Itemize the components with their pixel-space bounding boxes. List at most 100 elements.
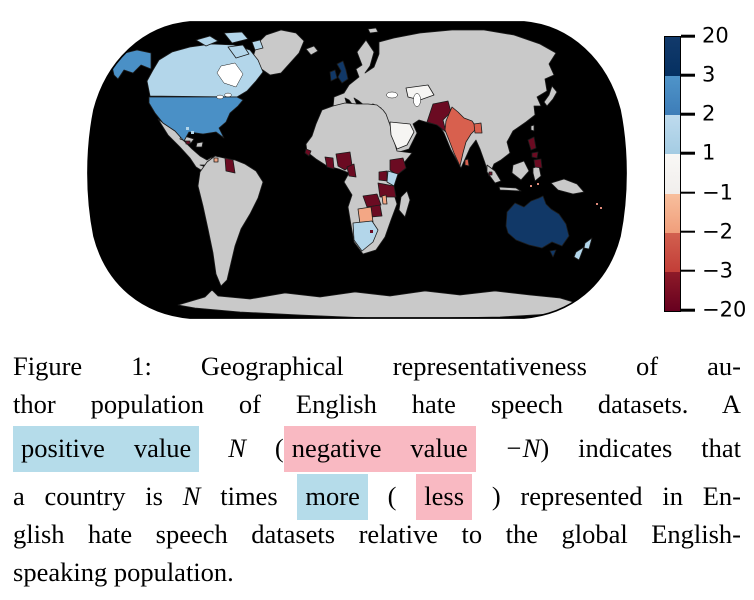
math-variable: N [182, 481, 201, 511]
caption-line-2: thor population of English hate speech d… [13, 385, 741, 423]
landmass-mexico-central-america [157, 118, 220, 178]
colorbar: 20 3 2 1 −1 −2 −3 −20 [664, 25, 754, 320]
country-cameroon [346, 163, 357, 178]
country-bangladesh [473, 122, 483, 134]
country-india [444, 106, 478, 167]
highlight-pink: less [416, 474, 473, 520]
landmass-africa [305, 102, 413, 255]
country-saudi-arabia [389, 121, 415, 150]
caption-line-5: glish hate speech datasets relative to t… [13, 515, 741, 553]
landmass-sumatra [486, 164, 502, 184]
hudson-bay [216, 62, 244, 88]
caption-text: Figure 1: Geographical representativenes… [13, 351, 741, 381]
landmass-greenland [252, 29, 305, 76]
colorbar-tick-label: 2 [702, 101, 716, 126]
landmass-java [498, 186, 522, 192]
colorbar-tick [681, 308, 695, 312]
black-sea [386, 91, 398, 99]
colorbar-segment-2-to-3 [665, 76, 680, 116]
landmass-madagascar [398, 190, 411, 218]
great-lakes [216, 94, 224, 100]
country-australia-tasmania [549, 249, 557, 258]
highlight-blue: more [297, 474, 368, 520]
colorbar-tick [681, 34, 695, 38]
colorbar-tick-label: 3 [702, 62, 716, 87]
country-south-africa [352, 220, 379, 252]
country-usa [148, 96, 244, 142]
caption-text [476, 433, 505, 463]
country-philippines [527, 136, 543, 169]
colorbar-tick [681, 191, 695, 194]
colorbar-tick [681, 269, 695, 273]
colorbar-tick-label: 1 [702, 140, 716, 165]
landmass-south-america [197, 155, 264, 287]
colorbar-segment-−2-to-−1 [665, 193, 680, 233]
highlight-blue: positive value [13, 426, 200, 472]
landmass-iceland [305, 45, 319, 56]
country-malawi [381, 194, 388, 205]
colorbar-tick [681, 112, 695, 116]
country-trinidad-and-tobago [213, 157, 219, 163]
caption-text: ) represented in En- [472, 481, 741, 511]
caption-text: a country is [13, 481, 183, 511]
colorbar-tick-label: −1 [702, 180, 733, 205]
country-guyana [224, 157, 236, 174]
figure-caption: Figure 1: Geographical representativenes… [13, 347, 741, 591]
caption-text: speaking population. [13, 557, 234, 587]
country-sierra-leone [304, 148, 312, 157]
caption-text: thor population of English hate speech d… [13, 389, 741, 419]
caption-line-3: positive value N (negative value −N) ind… [13, 426, 742, 472]
country-kazakhstan [405, 84, 435, 101]
country-ethiopia [389, 157, 407, 176]
colorbar-tick-label: 20 [702, 23, 729, 48]
caption-text: ( [245, 433, 284, 463]
colorbar-tick [681, 73, 695, 77]
caspian-sea [413, 93, 421, 107]
country-bahamas [186, 127, 194, 134]
country-jamaica [185, 140, 191, 145]
landmass-hispaniola [195, 141, 204, 148]
math-variable: −N [504, 433, 541, 463]
landmass-japan [543, 85, 558, 107]
country-canada-arctic-islands [195, 31, 264, 59]
highlight-pink: negative value [283, 426, 476, 472]
caption-line-6: speaking population. [13, 553, 741, 591]
country-tanzania [377, 182, 397, 198]
world-map [87, 21, 627, 319]
landmass-taiwan [530, 124, 535, 132]
colorbar-gradient [664, 36, 681, 312]
colorbar-tick [681, 152, 695, 155]
caption-text: glish hate speech datasets relative to t… [13, 519, 741, 549]
colorbar-segment-−1-to-1 [665, 154, 680, 194]
caption-text: times [200, 481, 298, 511]
country-zambia [362, 193, 382, 208]
world-map-figure: 20 3 2 1 −1 −2 −3 −20 [87, 21, 754, 320]
country-ghana [324, 156, 335, 170]
country-pakistan [426, 100, 452, 133]
math-variable: N [228, 433, 246, 463]
projection-outline [87, 21, 627, 319]
country-ireland [329, 69, 338, 82]
colorbar-tick-label: −20 [702, 297, 747, 322]
landmass-borneo [511, 160, 530, 181]
country-uganda [378, 170, 388, 182]
caption-text [199, 433, 228, 463]
country-united-kingdom [336, 60, 349, 84]
country-singapore [488, 171, 493, 176]
country-lesotho [370, 230, 373, 233]
colorbar-segment-1-to-2 [665, 115, 680, 155]
caption-line-1: Figure 1: Geographical representativenes… [13, 347, 741, 385]
colorbar-tick [681, 230, 695, 233]
landmass-new-guinea [550, 178, 585, 195]
colorbar-tick-label: −2 [702, 219, 733, 244]
caption-line-4: a country is N times more ( less ) repre… [13, 474, 741, 520]
colorbar-segment-3-to-20 [665, 37, 680, 77]
country-sri-lanka [464, 158, 470, 167]
caption-text: ( [367, 481, 417, 511]
country-new-zealand [573, 237, 593, 261]
country-australia [505, 195, 570, 249]
colorbar-segment-−3-to-−2 [665, 232, 680, 272]
great-lakes [224, 92, 232, 98]
caption-text: ) indicates that [540, 433, 742, 463]
